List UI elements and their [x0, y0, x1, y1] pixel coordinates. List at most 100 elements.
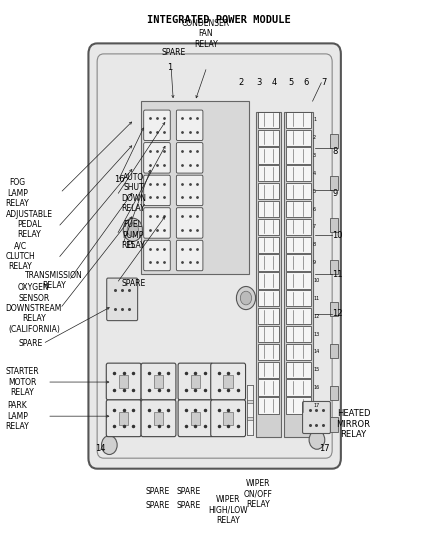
Text: TRANSMISSION
RELAY: TRANSMISSION RELAY: [25, 271, 83, 290]
FancyBboxPatch shape: [211, 363, 246, 400]
FancyBboxPatch shape: [141, 400, 176, 437]
Text: WIPER
ON/OFF
RELAY: WIPER ON/OFF RELAY: [244, 479, 272, 509]
Bar: [247, 420, 253, 434]
FancyBboxPatch shape: [211, 400, 246, 437]
Bar: [258, 290, 279, 306]
Text: PARK
LAMP
RELAY: PARK LAMP RELAY: [6, 401, 29, 431]
Bar: [286, 397, 311, 414]
Bar: [258, 272, 279, 288]
Text: 4: 4: [313, 171, 316, 176]
Text: STARTER
MOTOR
RELAY: STARTER MOTOR RELAY: [6, 367, 39, 397]
Text: SPARE: SPARE: [177, 487, 201, 496]
Bar: [154, 412, 163, 425]
Text: 2: 2: [313, 135, 316, 140]
Text: 5: 5: [289, 78, 294, 87]
Text: 17: 17: [313, 403, 319, 408]
Text: SPARE: SPARE: [19, 339, 43, 348]
Text: 12: 12: [313, 313, 319, 319]
Circle shape: [127, 223, 138, 237]
Bar: [258, 111, 279, 128]
FancyBboxPatch shape: [144, 175, 170, 206]
FancyBboxPatch shape: [177, 110, 203, 141]
Bar: [247, 385, 253, 400]
Bar: [330, 260, 338, 274]
Text: ADJUSTABLE
PEDAL
RELAY: ADJUSTABLE PEDAL RELAY: [6, 209, 53, 239]
Text: 17: 17: [319, 444, 330, 453]
Text: 2: 2: [239, 78, 244, 87]
Text: 8: 8: [313, 242, 316, 247]
Text: 10: 10: [313, 278, 319, 283]
Bar: [119, 412, 128, 425]
Bar: [286, 290, 311, 306]
FancyBboxPatch shape: [106, 363, 141, 400]
Bar: [258, 254, 279, 271]
Bar: [286, 254, 311, 271]
Bar: [247, 402, 253, 417]
Bar: [330, 386, 338, 400]
Text: 8: 8: [332, 147, 338, 156]
Circle shape: [123, 218, 142, 241]
Bar: [286, 147, 311, 164]
FancyBboxPatch shape: [178, 363, 213, 400]
Bar: [286, 361, 311, 378]
Text: 15: 15: [313, 367, 319, 372]
Text: 5: 5: [313, 189, 316, 193]
Bar: [258, 361, 279, 378]
Text: 3: 3: [313, 153, 316, 158]
Bar: [247, 385, 253, 434]
Text: 16: 16: [115, 175, 125, 184]
FancyBboxPatch shape: [144, 143, 170, 173]
Text: A/C
CLUTCH
RELAY: A/C CLUTCH RELAY: [6, 241, 35, 271]
Text: WIPER
HIGH/LOW
RELAY: WIPER HIGH/LOW RELAY: [208, 495, 247, 524]
Circle shape: [240, 291, 252, 305]
FancyBboxPatch shape: [144, 110, 170, 141]
Text: 11: 11: [332, 270, 343, 279]
Text: SPARE: SPARE: [121, 279, 145, 288]
Bar: [286, 326, 311, 342]
Bar: [284, 111, 313, 437]
Text: SPARE: SPARE: [146, 487, 170, 496]
Bar: [286, 272, 311, 288]
FancyBboxPatch shape: [177, 208, 203, 238]
Text: 1: 1: [313, 117, 316, 122]
Bar: [258, 344, 279, 360]
Text: 9: 9: [313, 260, 316, 265]
Bar: [258, 237, 279, 253]
Circle shape: [237, 287, 255, 310]
Text: 6: 6: [313, 207, 316, 212]
Bar: [258, 183, 279, 199]
Text: 13: 13: [313, 332, 319, 336]
Bar: [141, 101, 250, 274]
FancyBboxPatch shape: [177, 240, 203, 271]
Bar: [286, 219, 311, 235]
Text: 15: 15: [125, 241, 136, 250]
Text: SPARE: SPARE: [146, 501, 170, 510]
FancyBboxPatch shape: [303, 401, 330, 433]
Bar: [258, 308, 279, 324]
Bar: [330, 176, 338, 190]
Bar: [258, 397, 279, 414]
Text: HEATED
MIRROR
RELAY: HEATED MIRROR RELAY: [336, 409, 371, 439]
Bar: [256, 111, 281, 437]
Bar: [286, 183, 311, 199]
Text: 12: 12: [332, 309, 343, 318]
Text: 3: 3: [256, 78, 261, 87]
Bar: [330, 134, 338, 148]
Bar: [330, 217, 338, 232]
FancyBboxPatch shape: [144, 240, 170, 271]
FancyBboxPatch shape: [106, 400, 141, 437]
Text: SPARE: SPARE: [161, 47, 185, 56]
Bar: [258, 130, 279, 146]
Bar: [258, 165, 279, 181]
Bar: [258, 147, 279, 164]
Bar: [286, 379, 311, 395]
Bar: [286, 130, 311, 146]
Text: 7: 7: [313, 224, 316, 229]
FancyBboxPatch shape: [141, 363, 176, 400]
Bar: [286, 344, 311, 360]
Text: OXYGEN
SENSOR
DOWNSTREAM
RELAY
(CALIFORNIA): OXYGEN SENSOR DOWNSTREAM RELAY (CALIFORN…: [6, 283, 62, 334]
Circle shape: [102, 435, 117, 455]
Text: 11: 11: [313, 296, 319, 301]
Bar: [258, 379, 279, 395]
Text: 7: 7: [321, 78, 327, 87]
